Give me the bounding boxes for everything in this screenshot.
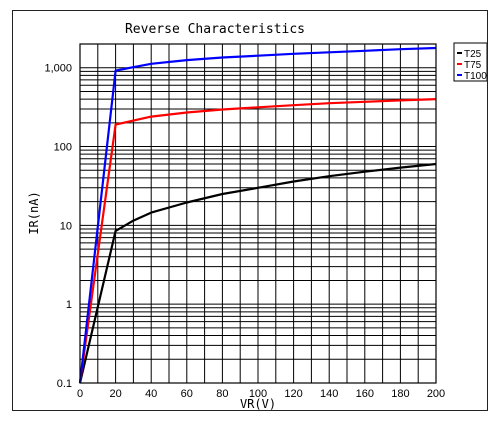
x-tick-label: 60	[181, 388, 193, 400]
series-lines	[78, 46, 437, 384]
x-tick-label: 180	[391, 388, 409, 400]
plot-area-border	[79, 43, 437, 384]
x-tick-label: 20	[109, 388, 121, 400]
y-tick-label: 100	[54, 142, 72, 154]
y-tick-label: 0.1	[57, 378, 72, 390]
x-tick-label: 40	[145, 388, 157, 400]
y-tick-label: 10	[60, 220, 72, 232]
chart-title: Reverse Characteristics	[125, 22, 305, 37]
x-tick-label: 80	[216, 388, 228, 400]
chart-frame: Reverse Characteristics 0 20 40 60 80 100 120 1…	[12, 10, 488, 411]
y-axis-label: IR(nA)	[27, 191, 41, 234]
x-axis-label: VR(V)	[240, 397, 276, 410]
legend-label-t75: T75	[464, 60, 482, 71]
x-tick-label: 140	[320, 388, 338, 400]
y-tick-label: 1,000	[44, 63, 72, 75]
x-tick-label: 160	[356, 388, 374, 400]
series-line-t100	[78, 46, 437, 384]
reverse-characteristics-chart: Reverse Characteristics 0 20 40 60 80 100 120 1…	[27, 22, 487, 410]
x-tick-label: 120	[284, 388, 302, 400]
legend-label-t100: T100	[464, 71, 487, 82]
tick-labels: 0 20 40 60 80 100 120 140 160 180 200 0.1 1 10 100 1,00…	[44, 63, 445, 400]
series-line-t75	[78, 98, 437, 384]
x-tick-label: 0	[77, 388, 83, 400]
grid-lines	[80, 44, 436, 383]
y-tick-label: 1	[66, 299, 72, 311]
legend-label-t25: T25	[464, 49, 482, 60]
x-tick-label: 100	[249, 388, 267, 400]
x-tick-label: 200	[427, 388, 445, 400]
series-line-t25	[78, 162, 437, 384]
